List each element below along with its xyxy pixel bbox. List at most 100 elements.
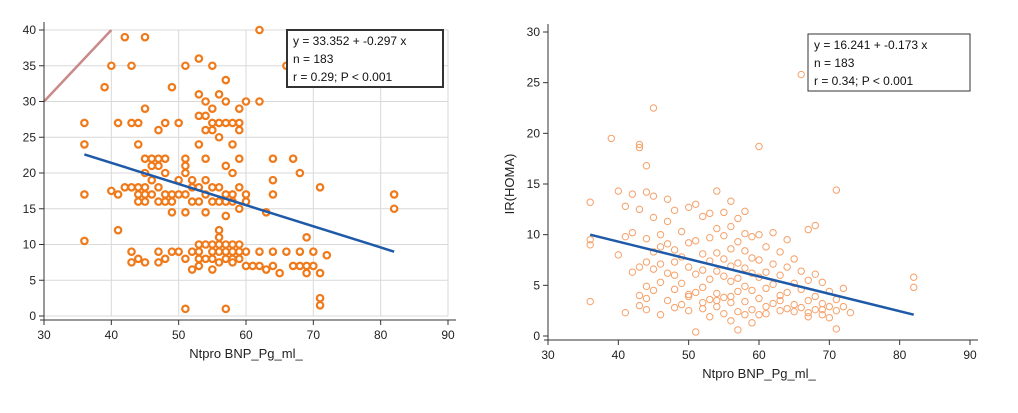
data-point — [194, 247, 204, 256]
data-point — [713, 289, 721, 298]
data-point — [748, 319, 756, 327]
data-point — [127, 247, 136, 256]
data-point — [649, 104, 658, 112]
stats-box — [286, 29, 444, 88]
data-point — [268, 154, 278, 164]
data-point — [221, 304, 231, 314]
data-point — [302, 261, 311, 271]
data-point — [797, 267, 805, 275]
data-point — [140, 104, 150, 113]
data-point — [727, 245, 735, 253]
data-point — [120, 183, 130, 192]
data-point — [649, 213, 658, 222]
data-point — [706, 209, 714, 218]
data-point — [776, 296, 784, 305]
data-point — [208, 197, 217, 206]
data-point — [241, 261, 251, 271]
data-point — [628, 228, 637, 237]
data-point — [656, 230, 665, 239]
data-point — [208, 125, 217, 135]
data-point — [268, 175, 278, 185]
data-point — [167, 190, 177, 199]
data-point — [208, 61, 217, 71]
data-point — [748, 232, 756, 241]
data-point — [282, 247, 291, 256]
data-point — [221, 75, 231, 85]
x-tick-label: 90 — [963, 348, 977, 362]
data-point — [790, 307, 798, 316]
data-point — [234, 118, 244, 128]
data-point — [839, 284, 848, 293]
data-point — [167, 82, 177, 92]
data-point — [713, 302, 721, 311]
data-point — [234, 240, 244, 249]
chart-ntprobnp-left: 30 40 50 60 70 80 90 0 5 10 15 20 25 30 35 40 Ntpro BNP_… — [0, 0, 470, 413]
data-point — [677, 279, 686, 288]
data-point — [214, 240, 224, 249]
data-point — [713, 187, 721, 195]
data-point — [322, 250, 332, 260]
data-point — [741, 311, 749, 319]
data-point — [720, 208, 728, 217]
stats-line: r = 0.29; P < 0.001 — [293, 70, 393, 84]
data-point — [214, 197, 224, 206]
data-point — [621, 202, 630, 210]
data-point — [692, 200, 700, 208]
data-point — [910, 273, 918, 281]
data-point — [214, 225, 224, 235]
data-point — [727, 197, 735, 205]
data-point — [214, 258, 224, 267]
data-point — [208, 240, 217, 249]
data-point — [295, 168, 305, 178]
data-point — [208, 183, 217, 192]
data-point — [241, 190, 251, 199]
data-point — [181, 61, 190, 71]
y-tick-label: 30 — [527, 25, 541, 39]
data-point — [389, 204, 399, 214]
data-point — [642, 294, 651, 303]
data-point — [825, 302, 834, 311]
data-point — [208, 265, 217, 274]
data-point — [140, 154, 150, 164]
data-point — [201, 125, 210, 135]
data-point — [656, 260, 665, 268]
stats-box — [807, 33, 971, 92]
data-point — [699, 250, 707, 258]
data-point — [234, 204, 244, 214]
data-point — [187, 197, 197, 206]
data-point — [133, 254, 143, 264]
data-point — [727, 292, 735, 301]
data-point — [228, 258, 237, 267]
data-point — [762, 310, 770, 318]
y-tick-label: 15 — [527, 177, 541, 191]
stats-line: n = 183 — [814, 56, 855, 70]
data-point — [832, 186, 841, 194]
data-point — [221, 240, 231, 249]
data-point — [174, 118, 183, 128]
data-point — [684, 239, 693, 247]
data-point — [187, 265, 197, 274]
data-point — [127, 183, 136, 192]
data-point — [790, 255, 798, 263]
data-point — [133, 118, 143, 128]
x-tick-label: 30 — [541, 348, 555, 362]
chart-ir-homa: 30 40 50 60 70 80 90 0 5 10 15 20 25 30 Ntpro BNP_Pg_m… — [500, 0, 1018, 413]
stats-line: r = 0.34; P < 0.001 — [814, 74, 914, 88]
data-point — [741, 207, 749, 216]
data-point — [706, 313, 714, 321]
data-point — [194, 140, 204, 149]
data-point — [133, 190, 143, 199]
data-point — [804, 276, 812, 284]
data-point — [635, 291, 644, 300]
data-point — [167, 208, 177, 217]
data-point — [614, 187, 623, 195]
data-point — [635, 301, 644, 310]
data-point — [201, 111, 210, 121]
data-point — [295, 247, 305, 256]
data-point — [720, 272, 728, 280]
data-point — [684, 306, 693, 315]
data-point — [234, 247, 244, 256]
data-point — [586, 236, 594, 244]
data-point — [755, 230, 763, 239]
data-point — [797, 70, 805, 79]
